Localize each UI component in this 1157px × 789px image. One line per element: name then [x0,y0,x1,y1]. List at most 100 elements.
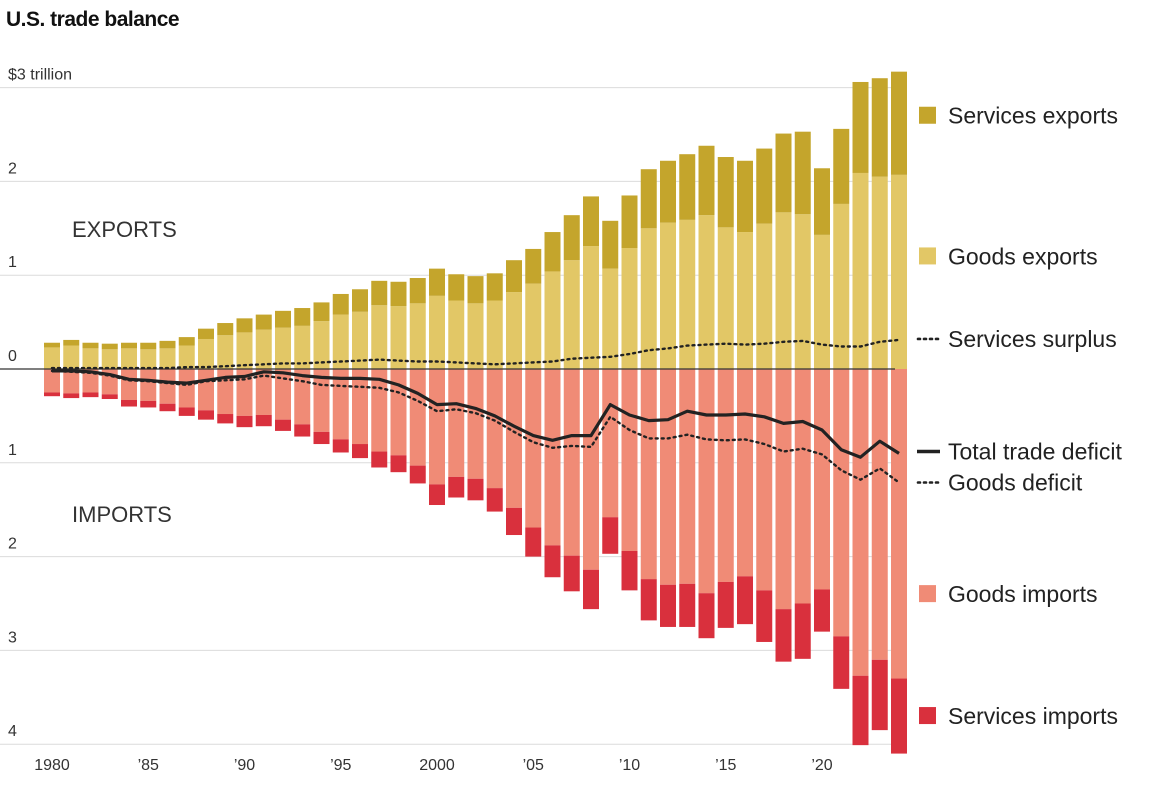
bar-services-exports [140,342,157,350]
legend-label: Goods imports [948,581,1098,607]
bar-goods-imports [236,369,253,416]
bar-services-exports [255,314,272,330]
bar-services-exports [698,145,715,216]
bar-goods-exports [44,347,60,369]
bar-goods-exports [660,222,676,369]
bar-goods-exports [717,227,734,369]
bar-goods-imports [82,369,99,393]
chart-title: U.S. trade balance [6,8,180,31]
bar-services-exports [871,78,888,177]
bar-goods-imports [294,369,311,425]
bar-services-imports [332,439,349,453]
bar-services-imports [852,675,869,746]
bar-services-imports [255,414,272,427]
bar-services-imports [140,400,157,408]
bar-services-exports [717,157,734,228]
bar-services-imports [409,465,426,484]
bar-services-exports [217,323,234,336]
bar-services-exports [63,339,80,346]
bar-services-exports [448,274,465,301]
bar-services-imports [352,444,368,459]
bar-services-exports [737,160,753,233]
bar-goods-exports [563,260,580,369]
bar-goods-exports [313,321,330,369]
bar-services-imports [371,451,388,468]
bar-goods-exports [814,234,830,369]
bar-goods-imports [621,369,638,551]
bar-goods-imports [737,369,753,577]
bar-services-imports [44,392,60,397]
legend-label: Services exports [948,103,1118,129]
bar-services-exports [486,273,503,301]
bar-goods-imports [159,369,176,404]
bar-services-imports [737,576,753,625]
bar-goods-imports [756,369,773,591]
bar-goods-exports [602,268,619,369]
bar-goods-imports [506,369,522,508]
bar-goods-imports [544,369,561,546]
bar-goods-imports [371,369,388,452]
bar-services-imports [121,399,137,407]
bar-services-exports [544,232,561,272]
bar-services-imports [583,569,599,610]
bar-services-imports [236,415,253,428]
bar-services-exports [833,128,850,204]
bar-services-exports [891,71,907,175]
bar-services-exports [525,248,542,284]
bar-goods-imports [871,369,888,660]
bar-services-exports [621,195,638,248]
bar-services-imports [544,545,561,578]
bar-goods-exports [217,335,234,369]
bar-goods-imports [467,369,484,479]
bar-services-imports [275,419,291,431]
bar-goods-exports [255,329,272,369]
bar-goods-exports [121,348,137,369]
bar-goods-exports [679,219,696,369]
bar-services-imports [698,593,715,639]
bar-services-exports [660,160,676,223]
bar-goods-exports [737,232,753,369]
y-tick-label: $3 trillion [8,67,72,84]
bar-goods-exports [371,305,388,369]
bar-goods-imports [525,369,542,528]
bar-goods-imports [275,369,291,420]
goods-deficit-line [50,369,901,484]
bar-goods-imports [775,369,792,610]
bar-services-imports [756,590,773,642]
bar-goods-exports [621,247,638,369]
bar-goods-imports [409,369,426,466]
bar-services-exports [352,289,368,312]
bar-goods-imports [178,369,195,408]
bar-services-imports [679,583,696,627]
bar-services-imports [198,410,214,420]
x-tick-label: ’20 [811,757,832,774]
bar-goods-exports [467,303,484,369]
bar-goods-exports [698,215,715,369]
x-tick-label: ’95 [330,757,351,774]
legend-label: Total trade deficit [948,439,1122,465]
bar-goods-exports [82,348,99,369]
bar-services-exports [679,154,696,220]
bar-services-exports [640,169,657,229]
bar-goods-imports [794,369,811,604]
bar-services-imports [525,527,542,557]
bar-goods-imports [255,369,272,415]
bar-goods-imports [602,369,619,518]
bar-goods-exports [525,283,542,369]
bar-services-imports [506,507,522,536]
bar-goods-exports [775,212,792,369]
bar-services-imports [390,455,407,473]
bar-goods-imports [717,369,734,582]
bar-services-exports [814,168,830,235]
bar-services-exports [429,268,445,296]
bar-services-exports [506,260,522,293]
bar-services-exports [371,280,388,306]
y-tick-label: 1 [8,254,17,271]
bar-goods-exports [390,306,407,369]
legend-swatch [919,106,936,124]
bar-services-imports [871,659,888,731]
bar-services-imports [891,678,907,754]
bar-goods-exports [409,303,426,369]
y-tick-label: 3 [8,629,17,646]
